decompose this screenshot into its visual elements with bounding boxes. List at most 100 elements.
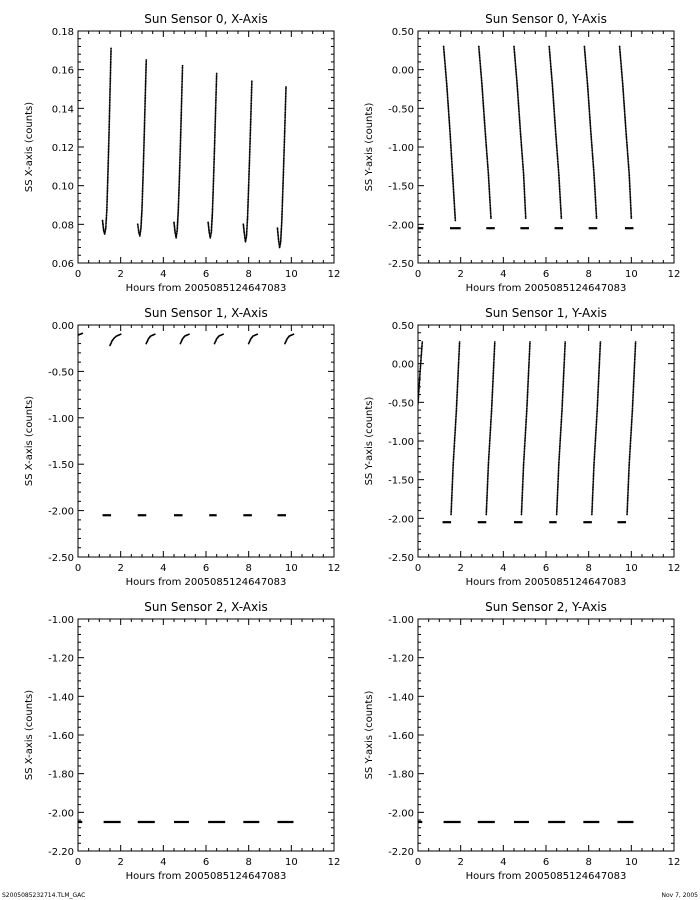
data-point xyxy=(563,358,566,361)
data-point xyxy=(491,382,494,385)
data-point xyxy=(450,507,453,510)
data-point xyxy=(249,129,252,132)
data-point xyxy=(444,65,447,68)
data-point xyxy=(592,468,595,470)
data-point xyxy=(244,240,247,243)
data-point xyxy=(516,82,518,85)
data-point xyxy=(551,85,554,88)
data-point xyxy=(109,77,112,80)
data-point xyxy=(488,195,491,198)
data-point xyxy=(626,507,629,510)
data-point xyxy=(528,361,530,364)
data-point xyxy=(517,99,520,102)
data-point xyxy=(145,69,147,72)
data-point xyxy=(548,48,551,51)
data-point xyxy=(279,242,282,245)
data-point xyxy=(109,64,112,67)
data-point xyxy=(633,358,636,361)
data-point xyxy=(281,209,284,211)
data-point xyxy=(144,93,147,95)
data-point xyxy=(142,160,145,163)
data-point xyxy=(556,486,559,489)
data-point xyxy=(141,182,144,185)
data-point xyxy=(420,350,423,353)
data-point xyxy=(626,154,629,157)
data-point xyxy=(593,460,596,462)
data-point xyxy=(522,174,525,177)
data-point xyxy=(491,387,494,389)
data-point xyxy=(561,391,564,394)
data-point xyxy=(586,81,589,83)
data-point xyxy=(278,245,281,247)
data-point xyxy=(418,384,421,387)
data-point xyxy=(555,144,558,147)
data-point xyxy=(520,144,523,147)
data-point xyxy=(284,106,287,109)
data-point xyxy=(585,65,587,68)
data-point xyxy=(480,78,483,80)
data-point xyxy=(249,134,252,137)
data-point xyxy=(552,96,555,99)
data-point xyxy=(594,437,597,440)
data-point xyxy=(564,344,566,347)
data-point xyxy=(141,195,144,198)
data-point xyxy=(525,407,528,410)
data-point xyxy=(188,333,190,336)
data-point xyxy=(629,434,632,437)
data-point xyxy=(628,464,631,467)
data-point xyxy=(243,230,245,233)
data-point xyxy=(517,98,520,100)
data-point xyxy=(481,88,484,91)
data-point xyxy=(587,102,590,105)
data-point xyxy=(555,508,558,511)
data-point xyxy=(212,168,215,171)
data-point xyxy=(215,82,218,85)
data-point xyxy=(109,61,112,64)
data-point xyxy=(211,217,213,220)
data-point xyxy=(283,148,286,151)
data-point xyxy=(627,479,630,481)
data-point xyxy=(478,56,481,59)
data-point xyxy=(596,407,599,410)
data-point xyxy=(552,102,555,105)
data-point xyxy=(139,228,142,231)
data-point xyxy=(526,388,529,391)
data-point xyxy=(559,444,561,446)
data-point xyxy=(249,136,252,138)
data-point xyxy=(554,125,557,128)
data-point xyxy=(527,383,529,386)
data-point xyxy=(108,111,111,113)
data-point xyxy=(558,182,561,185)
data-point xyxy=(592,485,594,488)
data-point xyxy=(555,513,558,516)
data-point xyxy=(521,496,524,499)
data-point xyxy=(178,172,181,175)
data-point xyxy=(178,164,181,167)
data-point xyxy=(631,399,634,402)
data-point xyxy=(548,47,551,49)
data-point xyxy=(625,136,628,139)
data-point xyxy=(444,70,447,73)
data-point xyxy=(284,108,287,111)
y-tick-label: -2.00 xyxy=(388,514,414,525)
data-point xyxy=(523,450,526,453)
data-point xyxy=(629,442,632,445)
data-point xyxy=(516,85,519,88)
data-point xyxy=(559,433,562,435)
y-axis-label: SS X-axis (counts) xyxy=(24,102,35,192)
data-point xyxy=(549,56,551,59)
data-point xyxy=(553,107,555,110)
data-point xyxy=(596,399,599,402)
data-point xyxy=(456,382,459,385)
data-point xyxy=(108,104,111,107)
data-point xyxy=(443,51,446,54)
data-point xyxy=(180,107,183,109)
data-point xyxy=(554,121,556,124)
data-point xyxy=(591,157,594,160)
data-point xyxy=(480,79,483,82)
data-point xyxy=(623,104,626,107)
data-point xyxy=(563,361,566,364)
x-tick-label: 4 xyxy=(500,269,506,280)
data-point xyxy=(453,199,456,202)
data-point xyxy=(562,374,565,377)
